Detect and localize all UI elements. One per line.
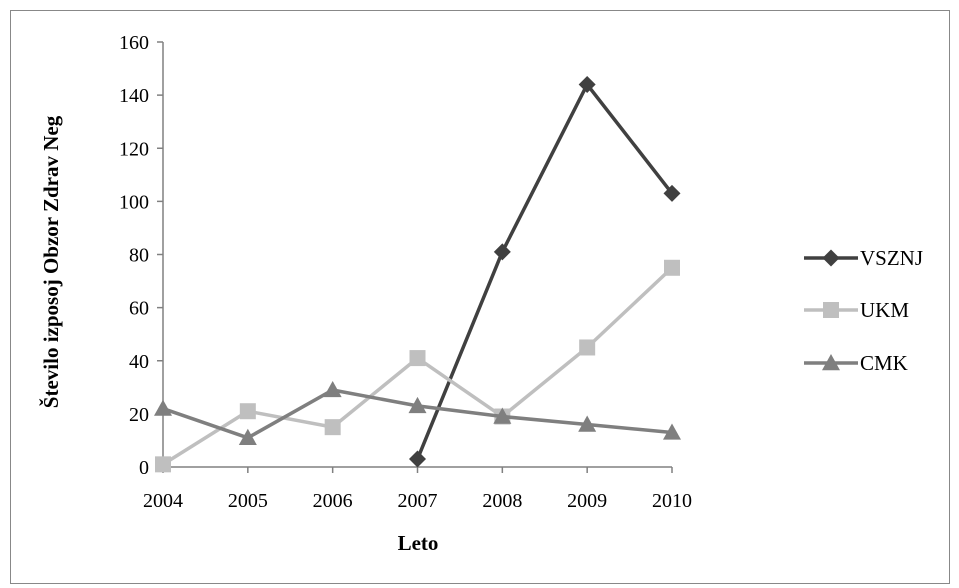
x-tick-label: 2010 [652, 490, 692, 512]
series-layer [154, 76, 681, 473]
data-point-diamond [822, 249, 840, 267]
y-tick-label: 0 [139, 457, 149, 479]
legend: VSZNJ UKM CMK [804, 246, 923, 375]
y-tick-label: 20 [129, 404, 149, 426]
legend-label: VSZNJ [860, 246, 923, 270]
data-point-square [155, 456, 171, 473]
series-cmk [154, 380, 681, 445]
y-tick-label: 160 [119, 32, 149, 54]
x-tick-label: 2006 [313, 490, 353, 512]
legend-item: UKM [804, 298, 909, 322]
x-tick-label: 2005 [228, 490, 268, 512]
series-ukm [155, 259, 680, 473]
data-point-triangle [578, 415, 597, 432]
y-tick-label: 120 [119, 138, 149, 160]
y-tick-label: 100 [119, 191, 149, 213]
data-point-square [324, 419, 341, 436]
data-point-square [239, 403, 256, 420]
y-axis-title: Število izposoj Obzor Zdrav Neg [39, 115, 63, 408]
y-tick-label: 80 [129, 245, 149, 267]
legend-label: UKM [860, 298, 909, 322]
x-tick-label: 2009 [567, 490, 607, 512]
x-tick-label: 2004 [143, 490, 183, 512]
data-point-square [664, 259, 680, 276]
data-point-triangle [238, 428, 257, 445]
x-tick-label: 2008 [482, 490, 522, 512]
series-line [415, 81, 674, 460]
data-point-square [579, 339, 596, 356]
legend-item: CMK [804, 351, 908, 375]
series-vsznj [409, 76, 681, 468]
data-point-triangle [408, 396, 427, 414]
x-tick-label: 2007 [398, 490, 438, 512]
data-point-diamond [409, 450, 426, 468]
data-point-triangle [493, 407, 512, 424]
axes: 0 20 40 60 80 100 120 140 160 2004 2005 2006 2007 200… [119, 32, 692, 512]
data-point-triangle [663, 423, 681, 440]
data-point-triangle [154, 399, 172, 416]
y-tick-label: 40 [129, 351, 149, 373]
data-point-diamond [663, 184, 681, 202]
x-axis-title: Leto [398, 531, 439, 555]
data-point-triangle [822, 354, 840, 371]
y-tick-label: 60 [129, 298, 149, 320]
legend-item: VSZNJ [804, 246, 923, 270]
data-point-diamond [578, 76, 596, 93]
data-point-diamond [493, 243, 511, 261]
legend-label: CMK [860, 351, 908, 375]
y-tick-label: 140 [119, 85, 149, 107]
chart-frame [10, 10, 950, 584]
data-point-square [823, 302, 839, 318]
data-point-triangle [323, 380, 342, 398]
data-point-square [409, 350, 426, 367]
